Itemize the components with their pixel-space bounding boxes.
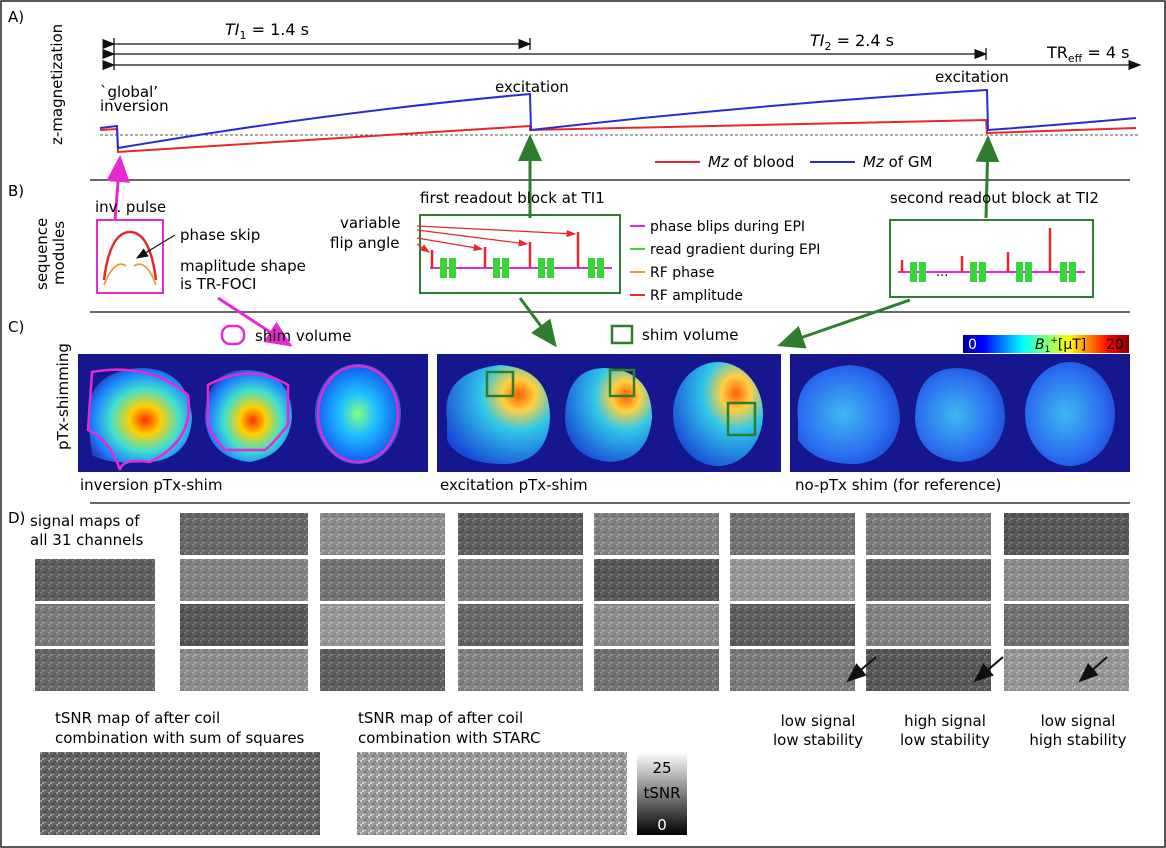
inv-pulse-phase	[103, 263, 157, 286]
b1-colorbar-min: 0	[968, 337, 977, 353]
second-readout-label: second readout block at TI2	[890, 189, 1099, 207]
ti2-label: TI2 = 2.4 s	[810, 31, 894, 53]
shim-volume-label-2: shim volume	[642, 326, 738, 344]
panel-a-ylabel: z-magnetization	[48, 24, 66, 145]
maplitude-label-1: maplitude shape	[180, 257, 306, 275]
high-signal-label: high signal	[904, 712, 986, 730]
tsnr-colorbar-label: tSNR	[643, 784, 680, 802]
second-readout-connector-arrow	[975, 135, 1000, 219]
excitation-label-1: excitation	[495, 78, 569, 96]
legend-read-gradient: read gradient during EPI	[650, 242, 820, 258]
signal-maps-label-1: signal maps of	[30, 512, 140, 530]
legend-gm-label: Mz of GM	[863, 153, 932, 171]
sequence-legend: phase blips during EPI read gradient dur…	[630, 219, 820, 304]
blood-mz-curve	[99, 118, 1137, 154]
excitation-shim-box-1	[485, 370, 515, 398]
inversion-caption: inversion pTx-shim	[80, 476, 222, 494]
maplitude-label-2: is TR-FOCI	[180, 275, 256, 293]
high-stability-label: high stability	[1029, 731, 1126, 749]
global-inversion-label-2: inversion	[100, 97, 169, 115]
low-signal-label-2: low signal	[1041, 712, 1116, 730]
shim-volume-label-1: shim volume	[255, 327, 351, 345]
tsnr-sos-map	[40, 752, 320, 835]
first-to-shim-arrow	[518, 297, 557, 348]
tsnr-colorbar-min: 0	[657, 816, 667, 834]
tsnr-sos-label-2: combination with sum of squares	[55, 729, 305, 747]
flip-angle-label: flip angle	[330, 234, 400, 252]
tsnr-starc-label-1: tSNR map of after coil	[358, 709, 523, 727]
inv-pulse-amplitude	[102, 230, 158, 281]
tsnr-sos-label-1: tSNR map of after coil	[55, 709, 220, 727]
excitation-caption: excitation pTx-shim	[440, 476, 588, 494]
no-ptx-caption: no-pTx shim (for reference)	[795, 476, 1001, 494]
b1-colorbar	[963, 335, 1129, 353]
variable-label: variable	[340, 214, 401, 232]
second-readout-pulses: ...	[898, 228, 1085, 282]
tsnr-starc-label-2: combination with STARC	[358, 729, 540, 747]
b1-colorbar-max: 20	[1106, 337, 1124, 353]
panel-b-ylabel-1: sequence	[33, 218, 51, 290]
legend-blood-label: Mz of blood	[708, 153, 794, 171]
panel-b: sequence modules inv. pulse phase skip m…	[33, 189, 1099, 349]
panel-d: signal maps of all 31 channels low signa…	[30, 512, 1129, 835]
inversion-shim-outline	[86, 368, 191, 471]
panel-c-ylabel: pTx-shimming	[54, 343, 72, 450]
tsnr-colorbar-max: 25	[652, 759, 671, 777]
panel-b-ylabel-2: modules	[50, 221, 68, 285]
panel-c: pTx-shimming shim volume shim volume 0 B…	[54, 324, 1130, 494]
section-c-label: C)	[8, 318, 24, 336]
tsnr-starc-map	[357, 752, 627, 835]
section-b-label: B)	[8, 182, 24, 200]
first-readout-label: first readout block at TI1	[420, 189, 605, 207]
gm-mz-curve	[99, 88, 1137, 150]
legend-phase-blips: phase blips during EPI	[650, 219, 805, 235]
inv-pulse-box	[96, 219, 164, 294]
phase-skip-label: phase skip	[180, 226, 260, 244]
second-readout-box	[889, 219, 1094, 298]
ti1-label: TI1 = 1.4 s	[225, 20, 309, 42]
shim-volume-pink-icon	[220, 324, 246, 346]
phase-skip-arrow	[135, 234, 176, 259]
inversion-connector-arrow	[106, 155, 131, 221]
excitation-shim-box-2	[608, 368, 636, 398]
first-readout-pulses	[416, 225, 612, 278]
global-inversion-label-1: `global’	[100, 83, 158, 101]
shim-volume-green-icon	[610, 324, 634, 345]
signal-maps-label-2: all 31 channels	[30, 531, 144, 549]
low-stability-label-1: low stability	[773, 731, 863, 749]
first-readout-box	[419, 214, 621, 294]
second-to-shim-arrow	[777, 298, 911, 349]
tr-label: TReff = 4 s	[1046, 43, 1129, 65]
tsnr-colorbar	[637, 752, 687, 835]
b1-colorbar-label: B1+[µT]	[1035, 336, 1086, 355]
legend-rf-amplitude: RF amplitude	[650, 288, 743, 304]
section-a-label: A)	[8, 8, 24, 26]
inv-to-shim-arrow	[217, 296, 293, 347]
excitation-label-2: excitation	[935, 68, 1009, 86]
svg-text:...: ...	[936, 265, 948, 280]
channel-signal-grid	[35, 513, 1129, 691]
low-signal-arrow	[846, 656, 877, 683]
legend-rf-phase: RF phase	[650, 265, 714, 281]
inv-pulse-label: inv. pulse	[95, 198, 166, 216]
high-signal-arrow	[973, 656, 1004, 683]
low-signal-label-1: low signal	[781, 712, 856, 730]
section-d-label: D)	[8, 509, 25, 527]
excitation-shim-box-3	[726, 401, 757, 437]
low-stability-label-2: low stability	[900, 731, 990, 749]
high-stability-arrow	[1078, 656, 1108, 683]
panel-a: z-magnetization TI1 = 1.4 s TI2 = 2.4 s …	[48, 20, 1142, 221]
